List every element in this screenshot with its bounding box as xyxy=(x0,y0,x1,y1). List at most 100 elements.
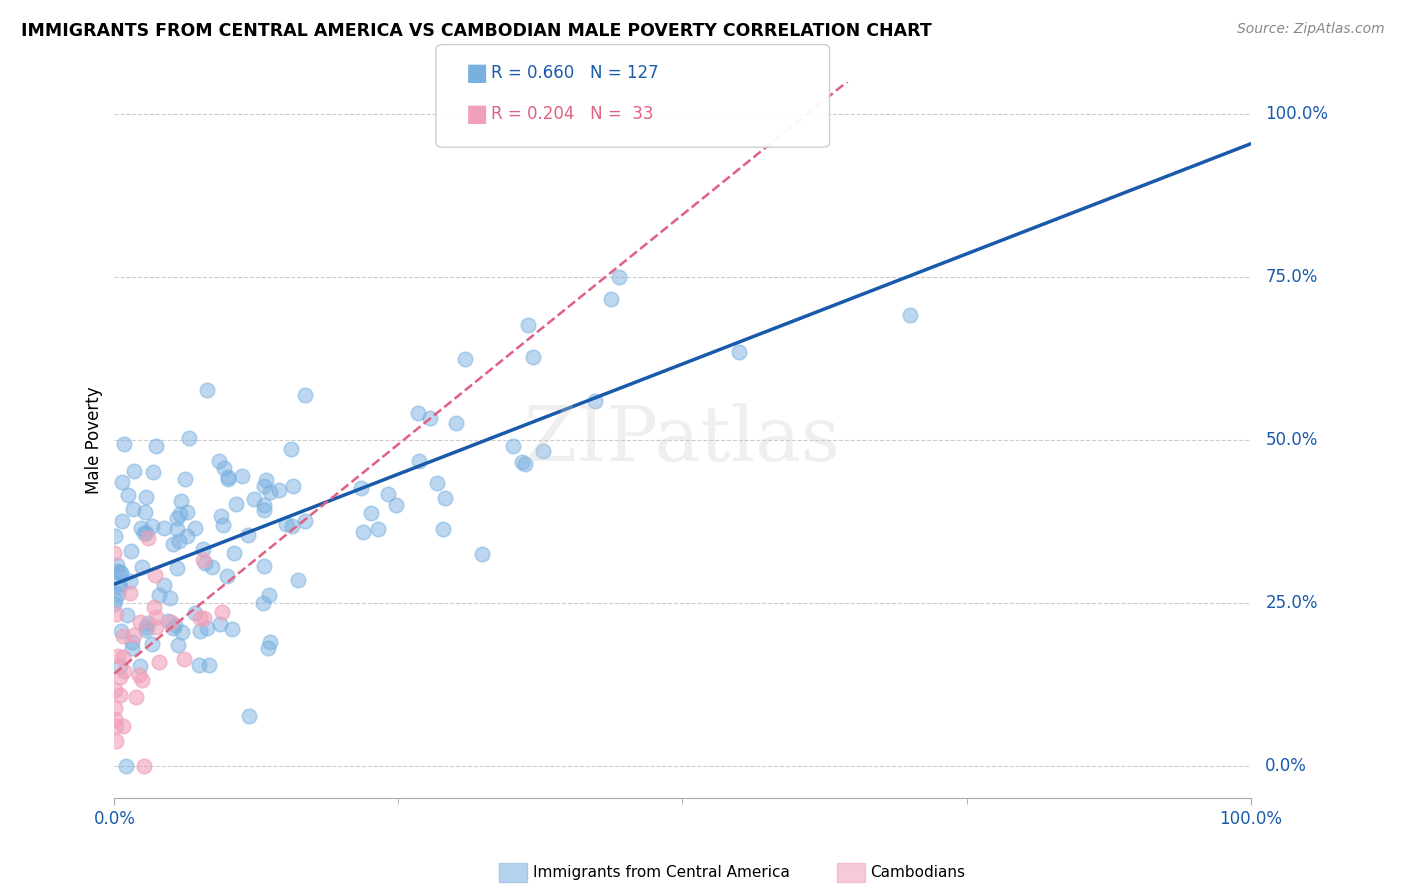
Point xyxy=(145,439,167,453)
Point xyxy=(156,614,179,628)
Point xyxy=(384,498,406,512)
Point xyxy=(471,547,494,561)
Text: Cambodians: Cambodians xyxy=(870,865,966,880)
Point xyxy=(131,673,153,687)
Point xyxy=(193,552,215,566)
Point xyxy=(110,580,132,594)
Point xyxy=(165,618,187,632)
Point xyxy=(187,658,209,673)
Point xyxy=(115,758,138,772)
Point xyxy=(122,464,145,478)
Point xyxy=(267,483,290,497)
Point xyxy=(377,487,399,501)
Point xyxy=(134,505,156,519)
Point xyxy=(107,586,129,600)
Point xyxy=(135,525,157,540)
Point xyxy=(454,351,477,366)
Point xyxy=(193,541,215,556)
Point xyxy=(170,624,193,639)
Text: 50.0%: 50.0% xyxy=(1265,431,1317,449)
Point xyxy=(159,591,181,605)
Point xyxy=(167,534,190,549)
Point xyxy=(599,292,621,306)
Point xyxy=(138,531,160,545)
Point xyxy=(253,558,276,573)
Point xyxy=(143,568,166,582)
Point xyxy=(259,485,281,500)
Point xyxy=(111,650,134,665)
Point xyxy=(174,472,197,486)
Point xyxy=(160,615,183,629)
Point xyxy=(190,624,212,638)
Point xyxy=(110,688,132,702)
Text: ZIPatlas: ZIPatlas xyxy=(524,403,841,477)
Point xyxy=(350,481,373,495)
Point xyxy=(434,491,457,505)
Point xyxy=(112,437,135,451)
Point xyxy=(513,458,536,472)
Point xyxy=(110,475,132,489)
Point xyxy=(444,416,467,430)
Point xyxy=(117,488,139,502)
Point xyxy=(112,664,135,678)
Point xyxy=(238,528,260,542)
Point xyxy=(217,472,239,486)
Point xyxy=(148,588,170,602)
Point xyxy=(111,629,134,643)
Point xyxy=(141,637,163,651)
Point xyxy=(517,318,540,332)
Point xyxy=(225,497,247,511)
Point xyxy=(274,517,297,532)
Point xyxy=(212,518,235,533)
Point xyxy=(243,491,266,506)
Point xyxy=(184,606,207,620)
Point xyxy=(105,558,128,573)
Point xyxy=(352,525,374,540)
Text: 25.0%: 25.0% xyxy=(1265,594,1317,612)
Point xyxy=(522,351,544,365)
Point xyxy=(294,387,316,401)
Point xyxy=(253,478,276,492)
Point xyxy=(280,442,302,456)
Point xyxy=(209,616,232,631)
Point xyxy=(198,658,221,673)
Point xyxy=(231,468,253,483)
Point xyxy=(148,656,170,670)
Point xyxy=(208,454,231,468)
Point xyxy=(141,519,163,533)
Point xyxy=(122,628,145,642)
Point xyxy=(531,444,554,458)
Point xyxy=(218,470,240,484)
Point xyxy=(132,758,155,772)
Point xyxy=(104,592,127,607)
Point xyxy=(252,596,274,610)
Point xyxy=(134,526,156,541)
Text: IMMIGRANTS FROM CENTRAL AMERICA VS CAMBODIAN MALE POVERTY CORRELATION CHART: IMMIGRANTS FROM CENTRAL AMERICA VS CAMBO… xyxy=(21,22,932,40)
Point xyxy=(145,610,167,624)
Point xyxy=(195,384,218,398)
Point xyxy=(135,620,157,634)
Point xyxy=(209,508,232,523)
Point xyxy=(125,690,148,704)
Point xyxy=(166,511,188,525)
Point xyxy=(193,611,215,625)
Point xyxy=(176,505,198,519)
Text: 100.0%: 100.0% xyxy=(1265,105,1329,123)
Point xyxy=(129,658,152,673)
Point xyxy=(112,718,135,732)
Point xyxy=(170,494,193,508)
Point xyxy=(120,574,142,588)
Point xyxy=(104,683,127,698)
Point xyxy=(105,607,128,621)
Point xyxy=(145,620,167,634)
Point xyxy=(294,514,316,528)
Point xyxy=(153,578,176,592)
Point xyxy=(177,431,200,445)
Point xyxy=(184,520,207,534)
Point xyxy=(108,658,131,673)
Point xyxy=(108,565,131,579)
Point xyxy=(222,546,245,560)
Point xyxy=(173,652,195,666)
Point xyxy=(104,529,127,543)
Text: R = 0.660   N = 127: R = 0.660 N = 127 xyxy=(491,64,658,82)
